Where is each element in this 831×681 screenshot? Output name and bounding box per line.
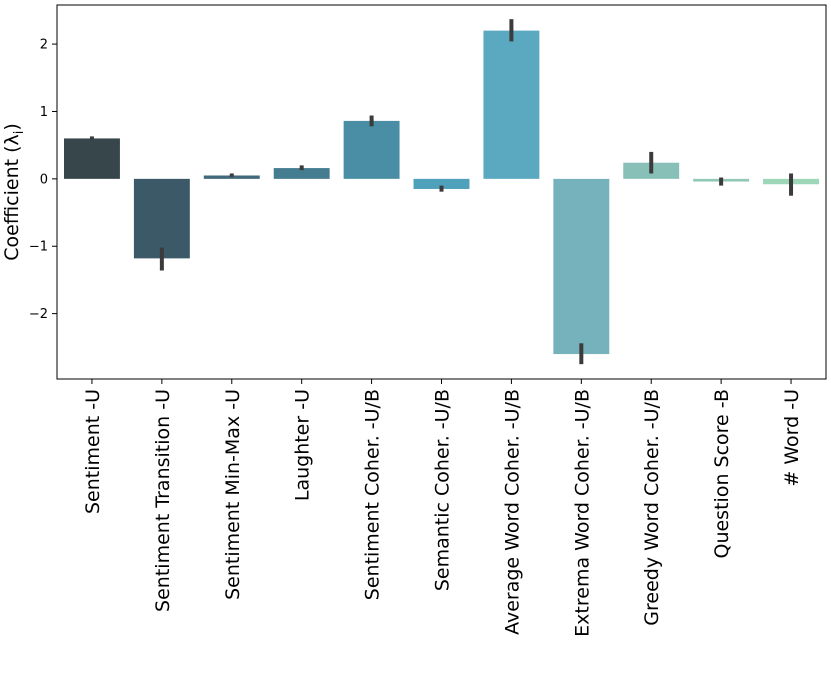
bars-group xyxy=(63,30,820,355)
x-tick-label-5: Semantic Coher. -U/B xyxy=(432,389,454,591)
x-axis: Sentiment -U Sentiment Transition -U Senti… xyxy=(82,379,803,637)
bar-1 xyxy=(133,178,190,259)
x-tick-label-9: Question Score -B xyxy=(711,389,733,559)
bar-0 xyxy=(63,138,120,179)
y-tick-label-3: −1 xyxy=(29,240,48,255)
y-axis-title-close: ) xyxy=(1,123,23,130)
bar-2 xyxy=(203,175,260,179)
x-tick-label-0: Sentiment -U xyxy=(82,389,104,514)
y-axis-title-subscript: i xyxy=(12,131,27,135)
y-tick-label-1: 1 xyxy=(40,105,48,120)
bar-6 xyxy=(483,30,540,179)
bar-5 xyxy=(413,178,470,189)
x-tick-label-1: Sentiment Transition -U xyxy=(152,389,174,612)
bar-3 xyxy=(273,168,330,179)
error-bars-group xyxy=(89,19,794,365)
y-tick-label-0: 2 xyxy=(40,38,48,53)
y-axis-title: Coefficient (λi) xyxy=(1,123,27,261)
y-tick-label-4: −2 xyxy=(29,307,48,322)
x-tick-label-10: # Word -U xyxy=(781,389,803,487)
bar-7 xyxy=(553,178,610,355)
y-axis: 2 1 0 −1 −2 xyxy=(29,38,57,322)
y-axis-title-text: Coefficient (λ xyxy=(1,134,23,261)
x-tick-label-2: Sentiment Min-Max -U xyxy=(222,389,244,600)
x-tick-label-6: Average Word Coher. -U/B xyxy=(501,389,523,635)
bar-4 xyxy=(343,120,400,179)
x-tick-label-4: Sentiment Coher. -U/B xyxy=(362,389,384,600)
y-tick-label-2: 0 xyxy=(40,172,48,187)
x-tick-label-7: Extrema Word Coher. -U/B xyxy=(571,389,593,637)
x-tick-label-3: Laughter -U xyxy=(292,389,314,501)
x-tick-label-8: Greedy Word Coher. -U/B xyxy=(641,389,663,626)
